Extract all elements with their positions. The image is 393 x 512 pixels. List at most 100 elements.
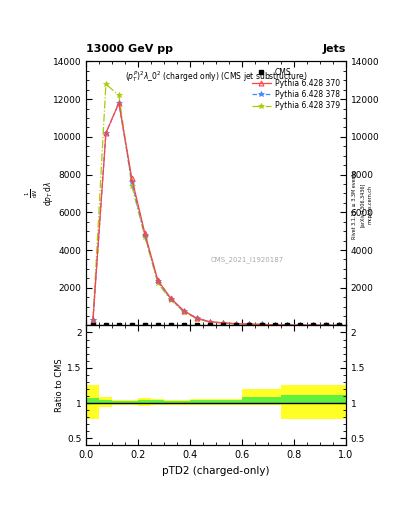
CMS: [220, 323, 225, 329]
Pythia 6.428 379: [169, 297, 173, 303]
Pythia 6.428 379: [272, 322, 277, 328]
Pythia 6.428 378: [337, 322, 342, 328]
Bar: [229, 400, 242, 404]
Line: Pythia 6.428 378: Pythia 6.428 378: [90, 100, 342, 328]
CMS: [233, 323, 238, 329]
Bar: [333, 385, 346, 419]
Pythia 6.428 378: [169, 296, 173, 302]
Text: Rivet 3.1.10, ≥ 3.3M events: Rivet 3.1.10, ≥ 3.3M events: [352, 170, 357, 239]
Bar: [242, 389, 255, 405]
Bar: [307, 385, 320, 419]
CMS: [285, 323, 290, 329]
Pythia 6.428 370: [233, 321, 238, 327]
Bar: [151, 400, 164, 404]
Bar: [138, 400, 151, 404]
CMS: [156, 323, 160, 329]
Pythia 6.428 378: [259, 322, 264, 328]
Pythia 6.428 378: [90, 317, 95, 323]
CMS: [142, 323, 147, 329]
Pythia 6.428 370: [129, 175, 134, 181]
CMS: [182, 323, 186, 329]
Pythia 6.428 370: [311, 322, 316, 328]
Bar: [255, 389, 268, 405]
Bar: [320, 385, 333, 419]
Pythia 6.428 379: [156, 280, 160, 286]
Pythia 6.428 370: [208, 318, 212, 325]
Pythia 6.428 378: [129, 179, 134, 185]
Line: CMS: CMS: [90, 323, 342, 328]
Pythia 6.428 370: [116, 100, 121, 106]
Bar: [203, 399, 216, 405]
CMS: [337, 323, 342, 329]
CMS: [246, 323, 251, 329]
Pythia 6.428 370: [104, 130, 108, 136]
Bar: [268, 397, 281, 404]
Pythia 6.428 378: [208, 319, 212, 325]
Bar: [216, 399, 229, 405]
Pythia 6.428 370: [259, 322, 264, 328]
Pythia 6.428 379: [324, 322, 329, 328]
Bar: [99, 397, 112, 407]
CMS: [298, 323, 303, 329]
CMS: [324, 323, 329, 329]
Bar: [190, 400, 203, 404]
Bar: [320, 395, 333, 404]
Pythia 6.428 379: [129, 183, 134, 189]
Bar: [229, 399, 242, 405]
Pythia 6.428 378: [246, 321, 251, 327]
Pythia 6.428 379: [195, 315, 199, 322]
Pythia 6.428 378: [324, 322, 329, 328]
Bar: [203, 400, 216, 404]
Bar: [125, 399, 138, 405]
Pythia 6.428 370: [272, 322, 277, 328]
CMS: [90, 323, 95, 329]
Pythia 6.428 370: [90, 317, 95, 323]
CMS: [272, 323, 277, 329]
CMS: [116, 323, 121, 329]
Bar: [255, 397, 268, 404]
Pythia 6.428 379: [233, 321, 238, 327]
Line: Pythia 6.428 370: Pythia 6.428 370: [90, 100, 342, 328]
Pythia 6.428 379: [311, 322, 316, 328]
Pythia 6.428 378: [142, 232, 147, 238]
Bar: [86, 398, 99, 404]
Bar: [112, 399, 125, 405]
Pythia 6.428 379: [298, 322, 303, 328]
Pythia 6.428 370: [285, 322, 290, 328]
Pythia 6.428 370: [142, 230, 147, 236]
Bar: [86, 386, 99, 419]
Pythia 6.428 379: [337, 322, 342, 328]
CMS: [311, 323, 316, 329]
Pythia 6.428 379: [246, 321, 251, 327]
Pythia 6.428 378: [220, 320, 225, 326]
Bar: [99, 400, 112, 404]
Bar: [307, 395, 320, 404]
Pythia 6.428 378: [182, 308, 186, 314]
Text: [arXiv:1306.3436]: [arXiv:1306.3436]: [360, 183, 365, 227]
Bar: [281, 385, 294, 419]
CMS: [259, 323, 264, 329]
Pythia 6.428 378: [195, 315, 199, 322]
Bar: [164, 399, 177, 405]
Text: CMS_2021_I1920187: CMS_2021_I1920187: [211, 256, 284, 263]
Bar: [125, 401, 138, 404]
Bar: [177, 401, 190, 404]
Pythia 6.428 379: [182, 309, 186, 315]
CMS: [169, 323, 173, 329]
Pythia 6.428 370: [337, 322, 342, 328]
Pythia 6.428 378: [156, 278, 160, 284]
CMS: [129, 323, 134, 329]
X-axis label: pTD2 (charged-only): pTD2 (charged-only): [162, 466, 270, 476]
Pythia 6.428 378: [104, 130, 108, 136]
Bar: [151, 399, 164, 405]
Legend: CMS, Pythia 6.428 370, Pythia 6.428 378, Pythia 6.428 379: CMS, Pythia 6.428 370, Pythia 6.428 378,…: [250, 65, 342, 113]
Bar: [333, 395, 346, 404]
Pythia 6.428 370: [246, 321, 251, 327]
Pythia 6.428 379: [259, 322, 264, 328]
Pythia 6.428 370: [182, 308, 186, 314]
Pythia 6.428 378: [116, 100, 121, 106]
CMS: [104, 323, 108, 329]
Text: 13000 GeV pp: 13000 GeV pp: [86, 44, 173, 54]
CMS: [208, 323, 212, 329]
Pythia 6.428 379: [142, 234, 147, 240]
